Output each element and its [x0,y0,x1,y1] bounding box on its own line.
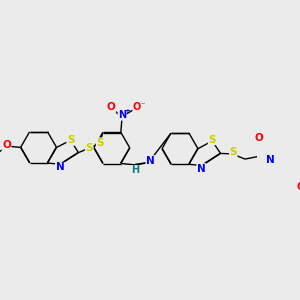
Text: O: O [107,102,116,112]
Text: O: O [296,182,300,192]
Text: N: N [118,110,126,120]
Text: H: H [131,166,140,176]
Text: N: N [146,156,155,166]
Text: O: O [255,133,263,143]
Text: N: N [266,155,275,165]
Text: N: N [56,162,64,172]
Text: O: O [133,102,141,112]
Text: S: S [230,147,237,157]
Text: N: N [197,164,206,174]
Text: S: S [208,135,216,145]
Text: S: S [96,138,104,148]
Text: S: S [85,143,93,153]
Text: +: + [124,108,130,114]
Text: O: O [2,140,11,150]
Text: ⁻: ⁻ [140,100,145,109]
Text: S: S [67,135,74,145]
